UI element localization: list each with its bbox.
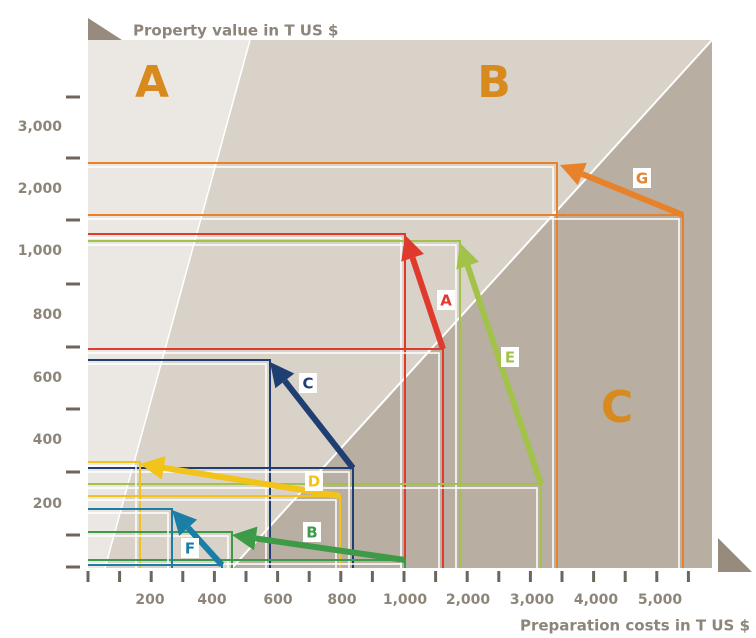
x-tick-label: 5,000 bbox=[638, 592, 683, 608]
arrow-label: B bbox=[306, 524, 317, 542]
x-tick-label: 1,000 bbox=[383, 592, 428, 608]
x-axis-icon bbox=[718, 538, 752, 572]
zone-label: B bbox=[477, 57, 511, 108]
box-inner bbox=[88, 465, 137, 568]
x-tick-label: 400 bbox=[197, 592, 226, 608]
arrow-shaft bbox=[581, 171, 685, 218]
arrow-label-bg bbox=[501, 347, 519, 367]
arrow-label: A bbox=[440, 292, 452, 310]
arrow-shaft bbox=[409, 256, 446, 350]
y-tick-label: 400 bbox=[33, 432, 62, 448]
arrow-label: E bbox=[505, 349, 515, 367]
arrow-shaft bbox=[185, 525, 225, 568]
y-tick-label: 600 bbox=[33, 370, 62, 386]
arrow-head bbox=[560, 162, 587, 186]
x-tick-label: 2,000 bbox=[446, 592, 491, 608]
y-axis-icon bbox=[88, 18, 122, 40]
arrow-head bbox=[140, 455, 166, 480]
arrow-head bbox=[401, 235, 424, 262]
arrow-label: C bbox=[302, 375, 313, 393]
box-inner bbox=[88, 237, 402, 568]
arrow-label-bg bbox=[633, 168, 651, 188]
arrow-label: D bbox=[308, 473, 320, 491]
arrow-head bbox=[456, 243, 480, 270]
arrow-label-bg bbox=[303, 522, 321, 542]
box-inner bbox=[88, 218, 680, 568]
arrow-label-bg bbox=[305, 471, 323, 491]
x-tick-label: 600 bbox=[263, 592, 292, 608]
y-tick-label: 800 bbox=[33, 307, 62, 323]
x-tick-label: 800 bbox=[327, 592, 356, 608]
box-inner bbox=[88, 352, 440, 568]
y-tick-label: 200 bbox=[33, 496, 62, 512]
arrow-head bbox=[232, 526, 258, 551]
box-outline bbox=[88, 531, 233, 568]
arrow-shaft bbox=[163, 464, 341, 499]
zone-boundary bbox=[104, 39, 251, 569]
y-axis-title: Property value in T US $ bbox=[133, 22, 338, 40]
box-outline bbox=[88, 162, 558, 568]
box-outline bbox=[88, 240, 461, 568]
y-tick-label: 2,000 bbox=[18, 181, 63, 197]
arrow-label-bg bbox=[299, 373, 317, 393]
box-inner bbox=[88, 244, 457, 568]
arrow-label: G bbox=[636, 170, 648, 188]
x-tick-label: 4,000 bbox=[574, 592, 619, 608]
x-axis-title: Preparation costs in T US $ bbox=[520, 617, 750, 635]
x-tick-label: 200 bbox=[135, 592, 164, 608]
arrow-shaft bbox=[255, 535, 406, 563]
box-inner bbox=[88, 487, 538, 568]
arrow-head bbox=[172, 510, 198, 536]
box-outline bbox=[88, 233, 406, 568]
x-tick-label: 3,000 bbox=[510, 592, 555, 608]
arrow-label-bg bbox=[437, 290, 455, 310]
box-inner bbox=[88, 512, 169, 568]
y-tick-label: 3,000 bbox=[18, 119, 63, 135]
arrow-shaft bbox=[464, 264, 544, 485]
box-inner bbox=[88, 535, 229, 568]
arrow-label-bg bbox=[181, 538, 199, 558]
zone-label: A bbox=[135, 57, 169, 108]
box-inner bbox=[88, 166, 554, 568]
box-outline bbox=[88, 508, 173, 568]
y-tick-label: 1,000 bbox=[18, 243, 63, 259]
box-inner bbox=[88, 499, 337, 568]
zone-label: C bbox=[601, 382, 633, 433]
arrow-head bbox=[270, 362, 295, 389]
box-inner bbox=[88, 568, 219, 570]
arrow-shaft bbox=[282, 379, 356, 470]
zone-a-area bbox=[88, 40, 250, 568]
box-outline bbox=[88, 359, 271, 568]
arrow-label: F bbox=[185, 540, 195, 558]
